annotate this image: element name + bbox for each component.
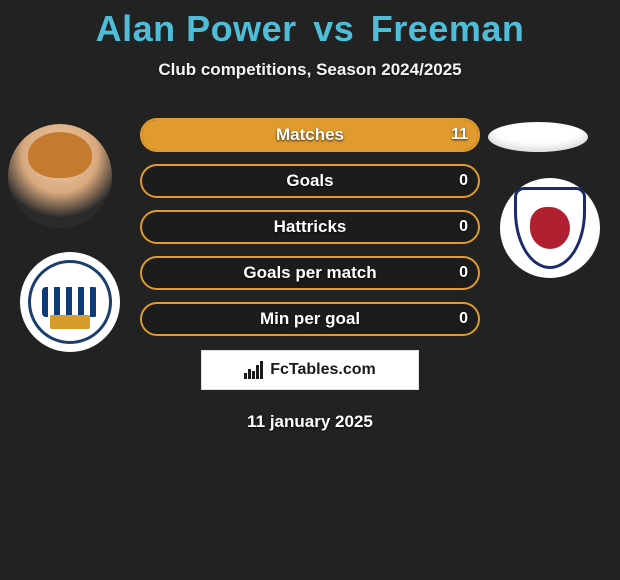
branding-label: FcTables.com xyxy=(270,361,376,379)
stat-value: 0 xyxy=(459,310,468,328)
date-label: 11 january 2025 xyxy=(0,412,620,432)
stat-row: Goals 0 xyxy=(140,164,480,198)
stat-label: Hattricks xyxy=(274,217,347,237)
stat-label: Matches xyxy=(276,125,344,145)
comparison-card: Alan Power vs Freeman Club competitions,… xyxy=(0,0,620,580)
stat-value: 0 xyxy=(459,264,468,282)
stat-row: Goals per match 0 xyxy=(140,256,480,290)
stats-list: Matches11Goals0Hattricks0Goals per match… xyxy=(0,118,620,336)
stat-label: Goals per match xyxy=(243,263,376,283)
subtitle: Club competitions, Season 2024/2025 xyxy=(0,60,620,80)
player2-name: Freeman xyxy=(371,8,525,49)
stat-value: 0 xyxy=(459,172,468,190)
stat-row: Matches 11 xyxy=(140,118,480,152)
stat-value: 11 xyxy=(451,126,468,144)
stat-value: 0 xyxy=(459,218,468,236)
branding-box: FcTables.com xyxy=(201,350,419,390)
stat-label: Min per goal xyxy=(260,309,360,329)
stat-row: Hattricks 0 xyxy=(140,210,480,244)
vs-label: vs xyxy=(313,8,354,49)
stat-row: Min per goal 0 xyxy=(140,302,480,336)
stat-label: Goals xyxy=(286,171,333,191)
player1-name: Alan Power xyxy=(96,8,297,49)
bars-icon xyxy=(244,361,266,379)
page-title: Alan Power vs Freeman xyxy=(0,0,620,50)
